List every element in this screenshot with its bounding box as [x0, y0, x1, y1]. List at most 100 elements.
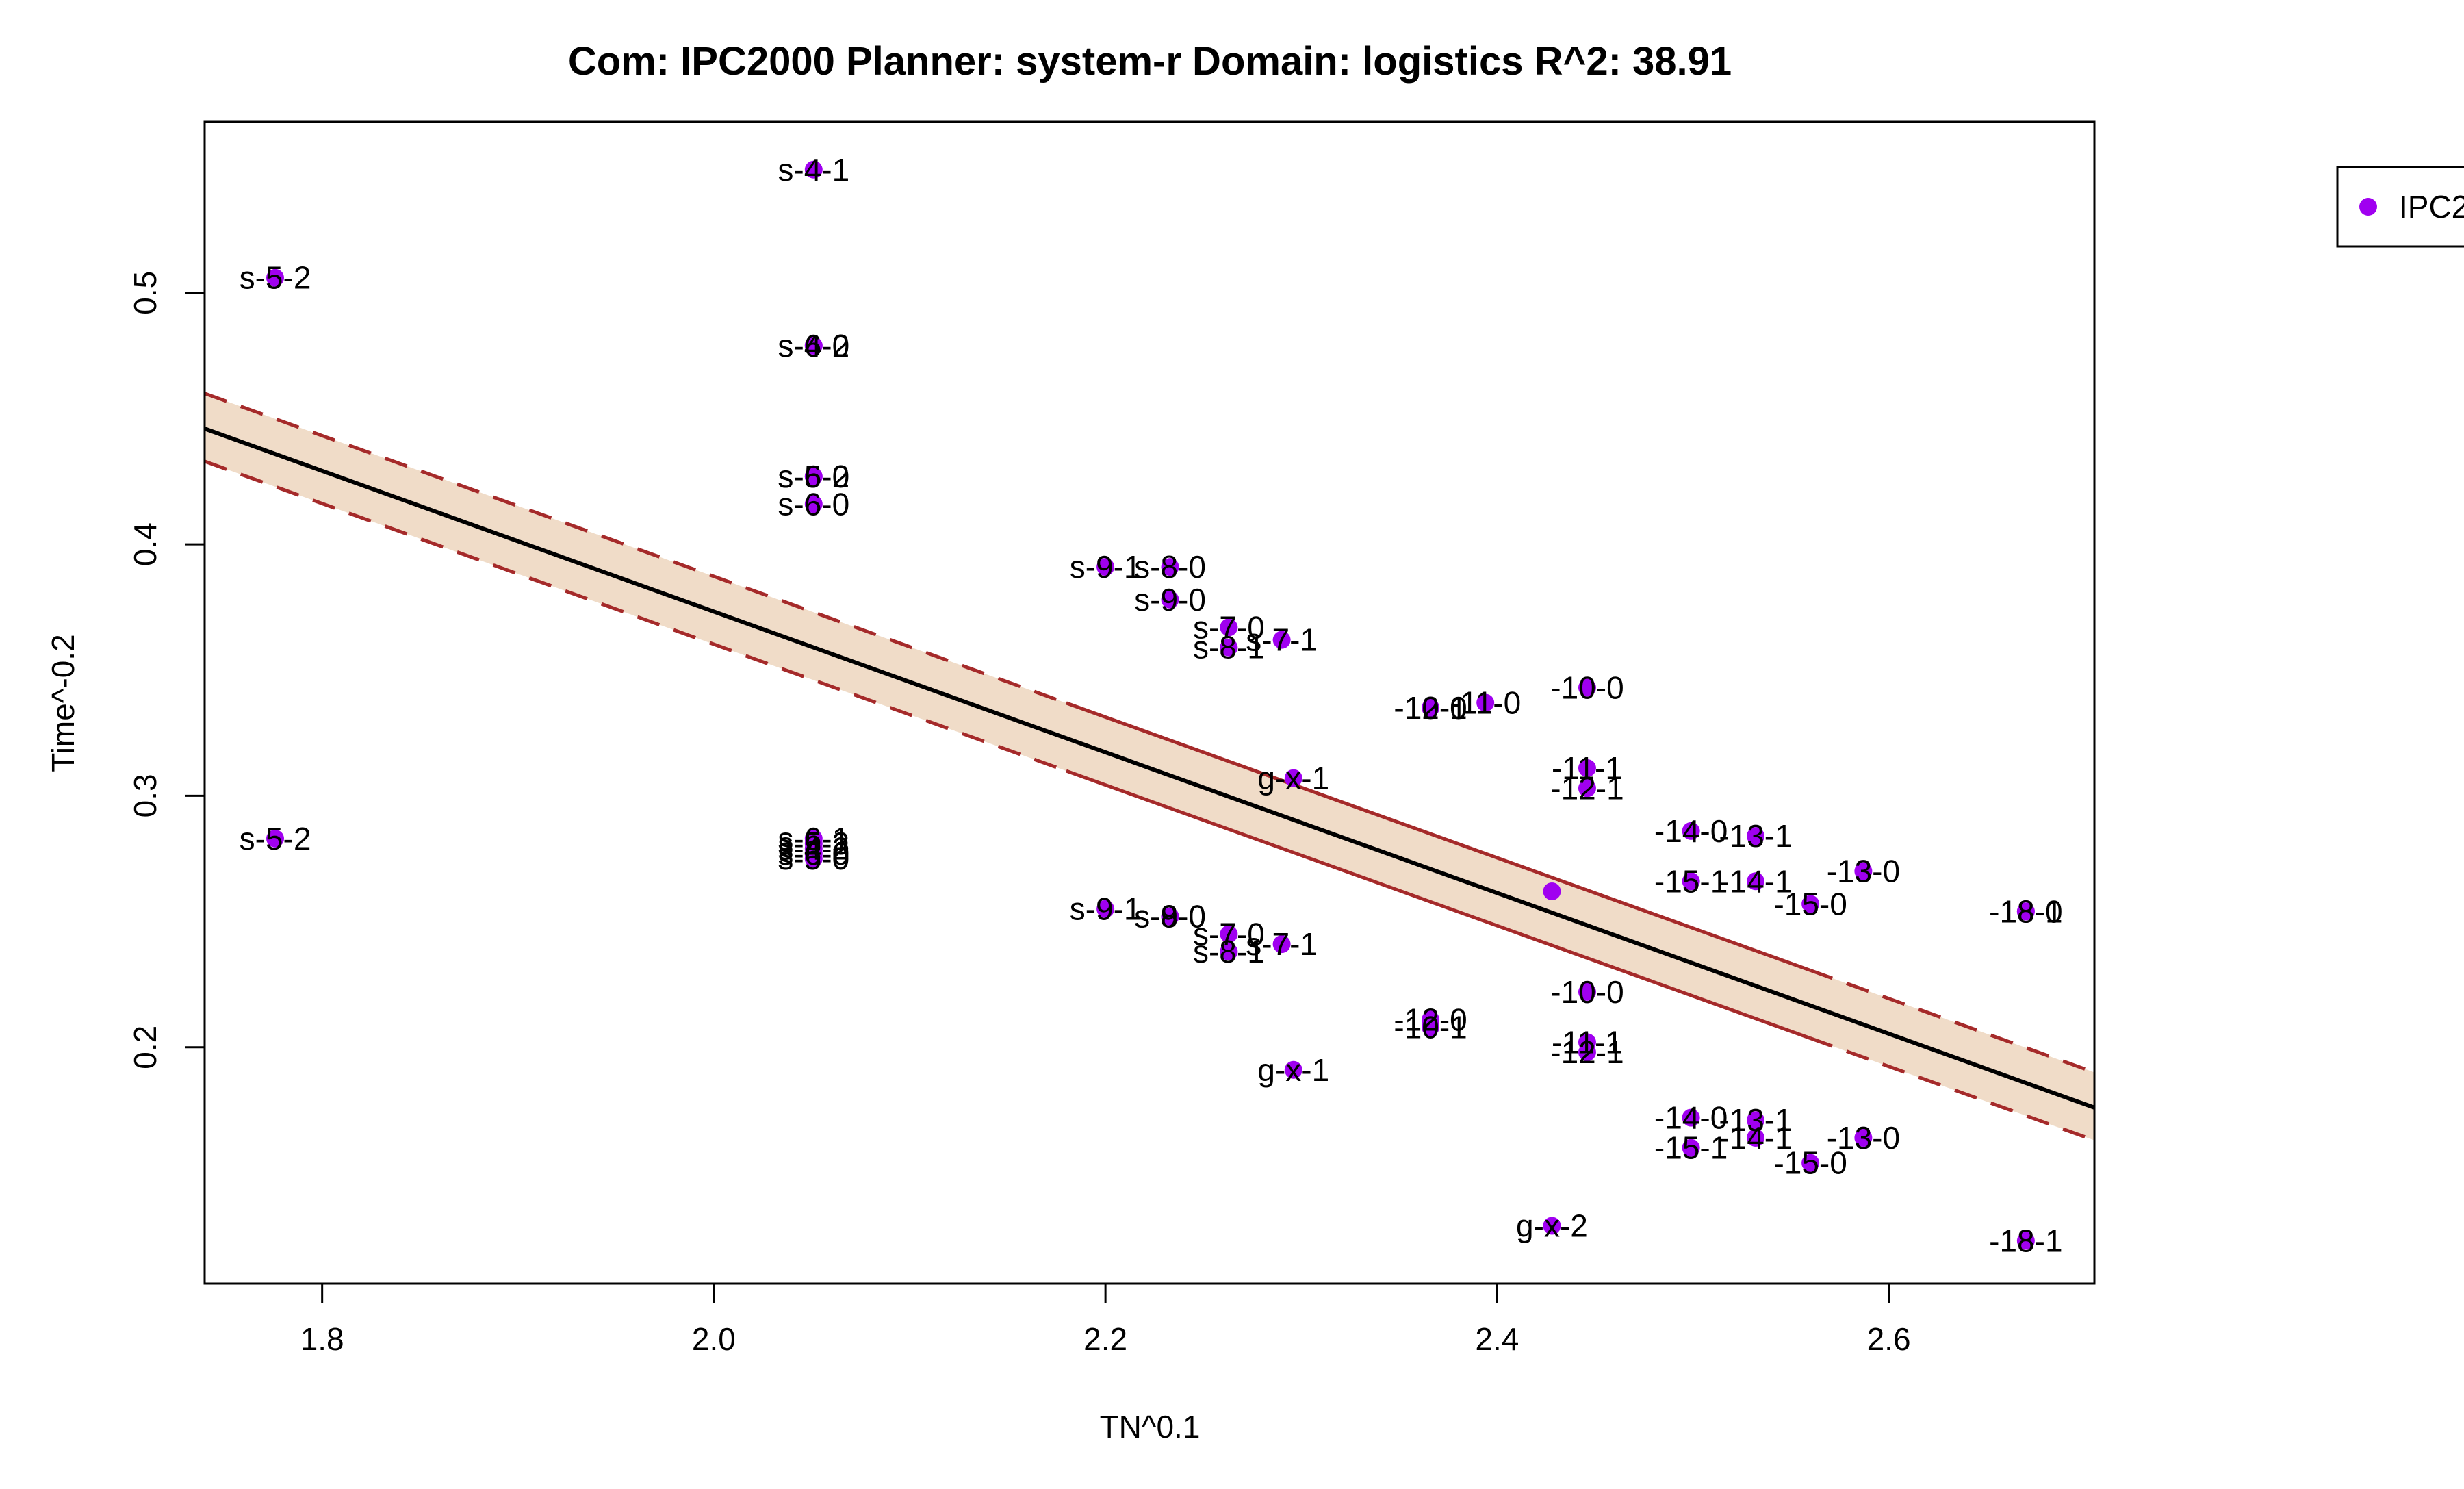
data-point [1801, 895, 1820, 913]
band-upper-edge [1066, 701, 1811, 972]
point-label: s-6-1 [778, 821, 849, 856]
point-label: -11-0 [1450, 685, 1521, 721]
legend: IPC2 [2336, 166, 2464, 248]
data-points-layer [266, 160, 2035, 1250]
data-point [1682, 1108, 1700, 1127]
point-label: s-8-0 [1134, 899, 1206, 934]
data-point [804, 160, 823, 179]
point-label: s-6-0 [778, 486, 849, 522]
point-label: -10-0 [1550, 670, 1624, 705]
data-point [1272, 935, 1291, 954]
point-label: g-x-1 [1257, 1052, 1329, 1088]
x-axis: 1.8 2.0 2.2 2.4 2.6 [300, 1284, 1911, 1357]
data-point [1801, 1154, 1820, 1172]
data-point [1682, 822, 1700, 840]
data-point [1747, 872, 1765, 891]
x-tick-label: 1.8 [300, 1321, 344, 1357]
data-point [1747, 1128, 1765, 1147]
point-label: -18-1 [1989, 893, 2062, 929]
point-label: s-4-0 [778, 328, 849, 364]
fit-line [203, 427, 2096, 1110]
chart-title: Com: IPC2000 Planner: system-r Domain: l… [568, 39, 1732, 84]
band-lower-edge [1810, 1036, 2095, 1142]
x-tick-label: 2.6 [1867, 1321, 1911, 1357]
point-label: s-9-1 [1070, 549, 1142, 585]
y-axis: 0.2 0.3 0.4 0.5 [127, 271, 205, 1069]
point-label: -12-1 [1550, 1034, 1624, 1070]
x-tick-label: 2.0 [692, 1321, 736, 1357]
point-label: s-5-2 [240, 260, 311, 296]
y-tick-label: 0.3 [127, 774, 163, 817]
data-point [1682, 872, 1700, 891]
point-label: -13-1 [1719, 818, 1792, 854]
point-label: -18-1 [1989, 1223, 2062, 1259]
point-label: g-x-2 [1516, 1208, 1588, 1244]
point-label: -14-1 [1719, 863, 1792, 899]
data-point [2016, 1232, 2035, 1250]
data-point [1220, 638, 1238, 657]
data-point [804, 850, 823, 868]
point-label: -15-0 [1773, 886, 1847, 921]
y-tick-label: 0.2 [127, 1026, 163, 1069]
data-point [804, 495, 823, 513]
data-point [1220, 618, 1238, 637]
point-label: -12-1 [1550, 770, 1624, 806]
data-point [1422, 1018, 1440, 1036]
point-label: s-6-2 [778, 328, 849, 364]
point-label: -13-0 [1827, 1120, 1900, 1156]
point-label: -15-0 [1773, 1145, 1847, 1181]
data-point [804, 336, 823, 355]
fit-line-layer [203, 427, 2096, 1110]
data-point [1854, 1128, 1873, 1147]
data-point [1747, 827, 1765, 845]
point-label: -12-0 [1394, 1002, 1467, 1037]
point-label: s-8-1 [1193, 934, 1265, 969]
point-label: -15-1 [1654, 1130, 1728, 1166]
point-label: -10-0 [1550, 974, 1624, 1010]
band-lower-edge [1066, 769, 1811, 1040]
legend-entry: IPC2 [2399, 189, 2464, 225]
point-label: s-5-3 [778, 826, 849, 861]
band-upper-edge [1810, 969, 2095, 1074]
point-label: -18-0 [1989, 893, 2062, 929]
data-point [1284, 769, 1302, 787]
point-label: -11-1 [1552, 1024, 1623, 1060]
point-label: s-9-0 [1134, 582, 1206, 618]
data-point [1161, 590, 1179, 609]
data-point [804, 467, 823, 485]
point-label: s-6-0 [778, 836, 849, 871]
data-point [1578, 982, 1596, 1001]
data-point [1096, 558, 1115, 576]
point-label: s-9-0 [1134, 899, 1206, 934]
point-label: s-7-0 [1193, 609, 1265, 645]
point-label: s-8-1 [1193, 630, 1265, 665]
data-point [1543, 1217, 1561, 1235]
point-label: -12-0 [1394, 690, 1467, 726]
x-axis-label: TN^0.1 [1100, 1409, 1201, 1445]
y-tick-label: 0.4 [127, 522, 163, 566]
y-axis-label: Time^-0.2 [45, 634, 81, 772]
point-label: s-7-0 [1193, 916, 1265, 952]
data-point [1284, 1060, 1302, 1079]
y-tick-label: 0.5 [127, 271, 163, 315]
data-point [1161, 558, 1179, 576]
point-label: -14-0 [1654, 1100, 1728, 1136]
point-label: s-5-0 [778, 841, 849, 876]
point-label: -11-1 [1552, 750, 1623, 786]
data-point [1578, 1043, 1596, 1062]
point-label: s-9-1 [1070, 891, 1142, 927]
point-label: s-7-1 [1246, 622, 1318, 658]
data-point [1578, 779, 1596, 798]
point-label: s-4-2 [778, 831, 849, 867]
data-point [1578, 759, 1596, 778]
point-label: s-7-1 [1246, 926, 1318, 962]
data-point [1578, 678, 1596, 697]
data-point [2016, 902, 2035, 921]
data-point [1747, 1111, 1765, 1130]
point-labels-layer: s-5-2s-5-2s-4-1s-4-0s-6-2s-5-0s-6-2s-6-0… [240, 152, 2063, 1259]
legend-box [2336, 166, 2464, 248]
point-label: -13-0 [1827, 854, 1900, 889]
legend-marker [2359, 198, 2377, 216]
x-tick-label: 2.2 [1083, 1321, 1127, 1357]
